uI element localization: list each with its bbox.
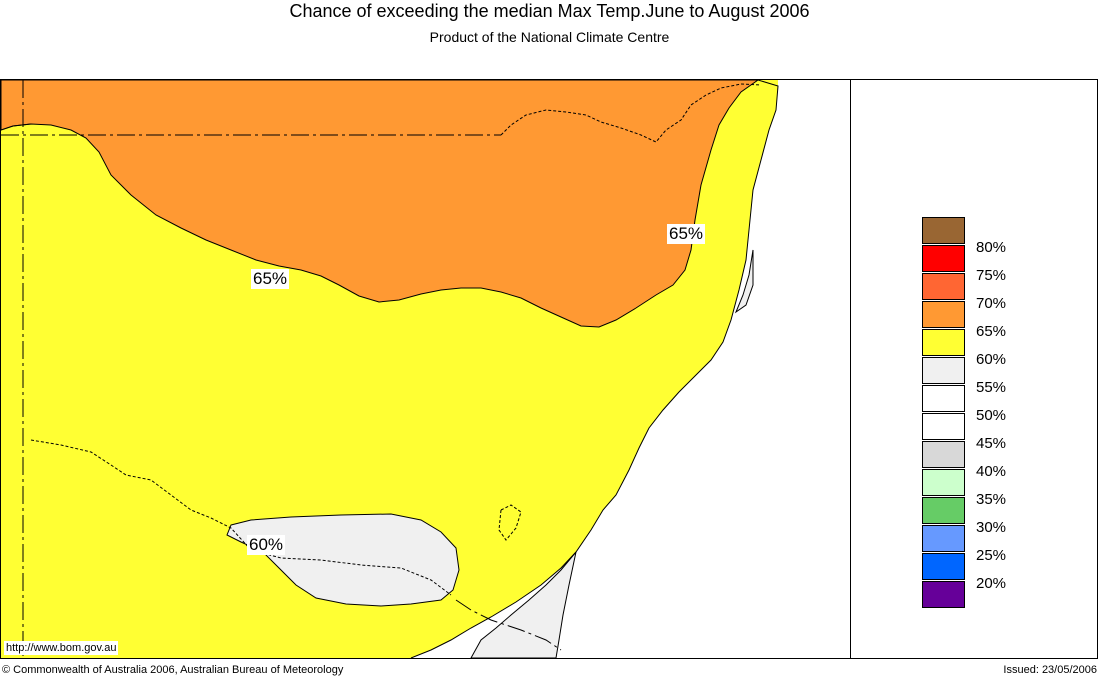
probability-map bbox=[1, 80, 850, 658]
legend-swatch-75 bbox=[922, 245, 965, 272]
region-55-60-se bbox=[470, 551, 577, 658]
legend-swatch-45 bbox=[922, 413, 965, 440]
legend-label-25: 25% bbox=[976, 547, 1007, 564]
legend-label-35: 35% bbox=[976, 491, 1007, 508]
legend-swatch-80 bbox=[922, 217, 965, 244]
copyright-text: © Commonwealth of Australia 2006, Austra… bbox=[2, 664, 344, 676]
legend-swatch-bottom bbox=[922, 581, 965, 608]
contour-label-60: 60% bbox=[247, 535, 286, 555]
coastline-south bbox=[30, 439, 452, 596]
contour-label-65-east: 65% bbox=[667, 224, 706, 244]
coastline-north bbox=[500, 83, 762, 143]
legend-label-75: 75% bbox=[976, 267, 1007, 284]
contour-label-65-central: 65% bbox=[251, 269, 290, 289]
contour-60-coast bbox=[1, 80, 779, 658]
legend-swatch-35 bbox=[922, 469, 965, 496]
legend-label-60: 60% bbox=[976, 351, 1007, 368]
region-55-60-east bbox=[734, 249, 754, 314]
issued-date: Issued: 23/05/2006 bbox=[1003, 664, 1097, 676]
legend-swatch-55 bbox=[922, 357, 965, 384]
legend-label-70: 70% bbox=[976, 295, 1007, 312]
map-subtitle: Product of the National Climate Centre bbox=[429, 29, 670, 45]
legend-label-80: 80% bbox=[976, 239, 1007, 256]
legend-label-30: 30% bbox=[976, 519, 1007, 536]
legend-label-40: 40% bbox=[976, 463, 1007, 480]
lake-outline bbox=[498, 504, 522, 541]
legend-label-50: 50% bbox=[976, 407, 1007, 424]
legend-swatch-25 bbox=[922, 525, 965, 552]
map-frame bbox=[0, 79, 1098, 659]
legend-swatch-50 bbox=[922, 385, 965, 412]
legend-label-55: 55% bbox=[976, 379, 1007, 396]
legend-divider bbox=[850, 79, 851, 659]
legend-swatch-70 bbox=[922, 273, 965, 300]
map-title: Chance of exceeding the median Max Temp.… bbox=[289, 1, 810, 21]
legend-swatch-40 bbox=[922, 441, 965, 468]
region-50-55 bbox=[411, 80, 850, 658]
legend-swatch-65 bbox=[922, 301, 965, 328]
legend-label-65: 65% bbox=[976, 323, 1007, 340]
bom-url-link[interactable]: http://www.bom.gov.au bbox=[4, 641, 119, 655]
legend-label-20: 20% bbox=[976, 575, 1007, 592]
legend-swatch-30 bbox=[922, 497, 965, 524]
legend-swatch-60 bbox=[922, 329, 965, 356]
legend-swatch-20 bbox=[922, 553, 965, 580]
legend-label-45: 45% bbox=[976, 435, 1007, 452]
state-border-nsw-vic bbox=[455, 599, 562, 651]
